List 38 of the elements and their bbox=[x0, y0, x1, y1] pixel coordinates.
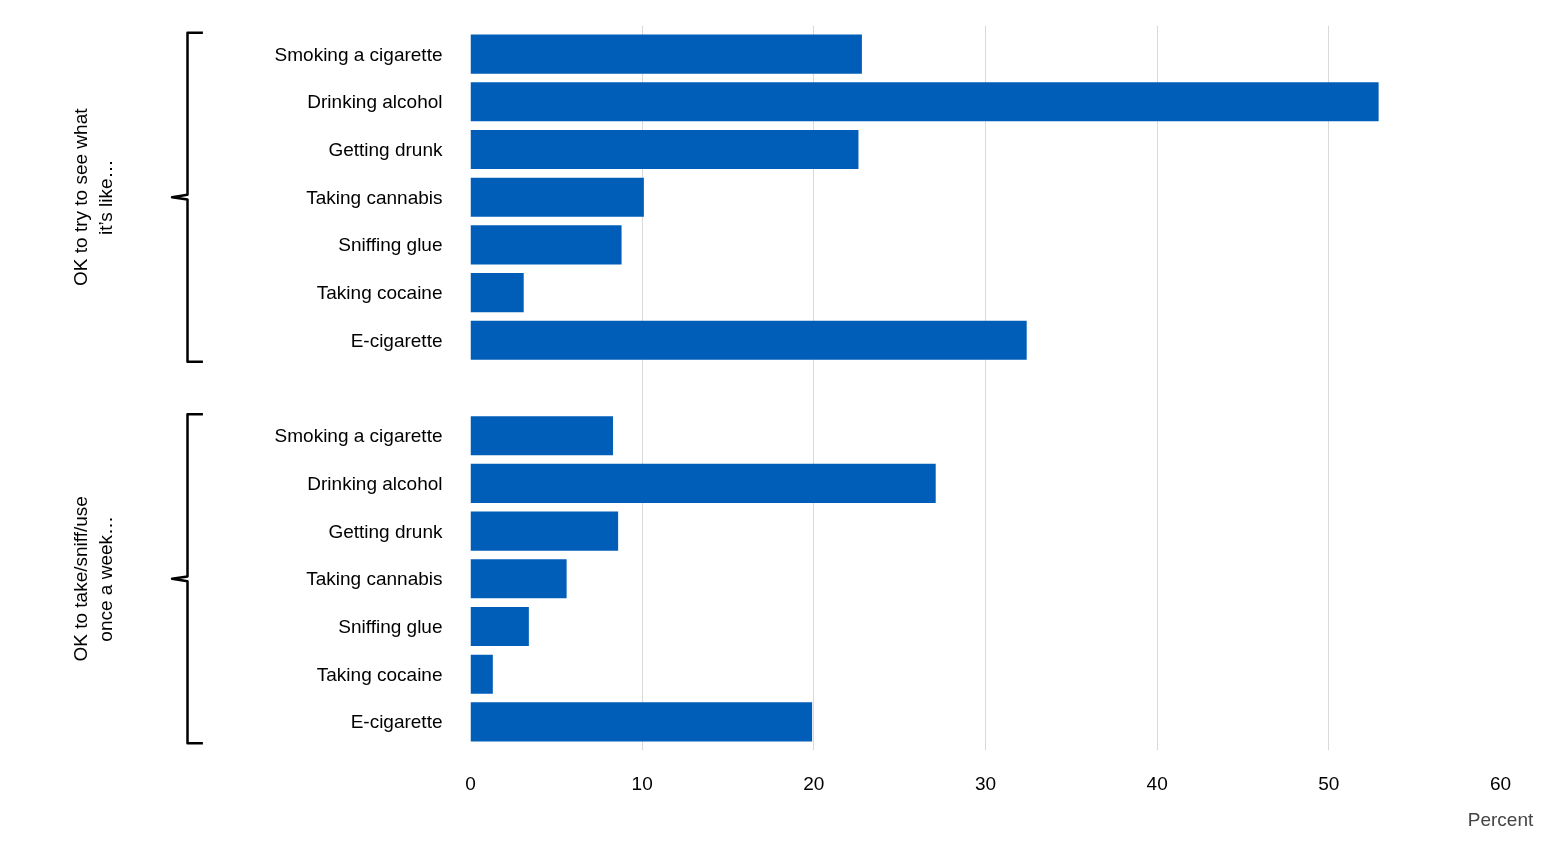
y-tick-label: Drinking alcohol bbox=[307, 91, 443, 113]
bar bbox=[470, 34, 862, 74]
y-tick-label: Smoking a cigarette bbox=[274, 43, 443, 65]
x-tick-label: 30 bbox=[974, 772, 997, 794]
bar bbox=[470, 654, 493, 694]
y-tick-label: Sniffing glue bbox=[338, 615, 443, 637]
y-tick-label: Taking cannabis bbox=[306, 568, 443, 590]
bar bbox=[470, 416, 613, 456]
y-tick-label: Drinking alcohol bbox=[307, 472, 443, 494]
text: OK to take/sniff/use once a week… bbox=[69, 496, 116, 662]
x-tick-label: 50 bbox=[1318, 772, 1340, 794]
x-tick-label: 60 bbox=[1489, 772, 1512, 794]
y-tick-label: Getting drunk bbox=[328, 139, 443, 161]
x-tick-label: 10 bbox=[631, 772, 653, 794]
y-tick-label: Smoking a cigarette bbox=[274, 425, 443, 447]
y-tick-label: Getting drunk bbox=[328, 520, 443, 542]
bar bbox=[470, 606, 529, 647]
bar bbox=[470, 129, 859, 170]
bar bbox=[470, 559, 567, 599]
bar bbox=[470, 702, 813, 742]
y-tick-label: E-cigarette bbox=[350, 711, 443, 733]
y-tick-label: Taking cocaine bbox=[316, 663, 443, 685]
y-tick-label: E-cigarette bbox=[350, 329, 443, 351]
bar bbox=[470, 463, 936, 503]
y-tick-label: Taking cannabis bbox=[306, 186, 443, 208]
x-tick-label: 40 bbox=[1146, 772, 1168, 794]
y-tick-label: Taking cocaine bbox=[316, 282, 443, 304]
x-axis-title: Percent bbox=[1467, 808, 1534, 830]
x-tick-label: 0 bbox=[465, 772, 476, 794]
bar bbox=[470, 320, 1027, 360]
bar bbox=[470, 177, 644, 217]
bar bbox=[470, 82, 1379, 122]
x-tick-label: 20 bbox=[803, 772, 825, 794]
y-tick-label: Sniffing glue bbox=[338, 234, 443, 256]
bar bbox=[470, 273, 524, 313]
text: OK to try to see what it’s like… bbox=[69, 107, 116, 286]
bar bbox=[470, 511, 619, 551]
bar bbox=[470, 225, 622, 265]
